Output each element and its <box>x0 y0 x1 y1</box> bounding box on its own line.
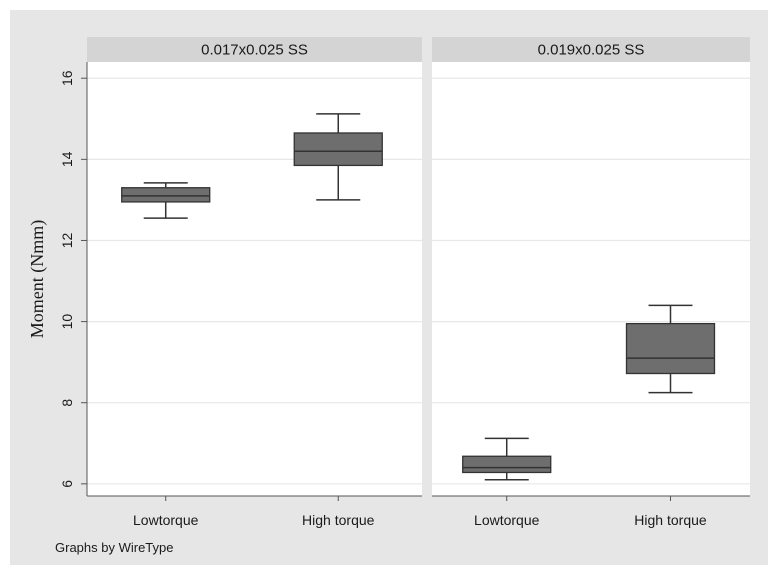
box-1 <box>121 182 211 219</box>
panel-strip <box>432 37 750 62</box>
panel-title: 0.017x0.025 SS <box>201 42 308 59</box>
graph-note: Graphs by WireType <box>55 540 174 555</box>
box-2 <box>625 304 716 394</box>
iqr-box <box>293 132 383 167</box>
panel-strip <box>87 37 422 62</box>
y-tick-label: 14 <box>59 151 75 167</box>
box-2 <box>293 113 383 201</box>
box-1 <box>462 437 552 481</box>
panel-2: 0.019x0.025 SS Lowtorque High torque <box>432 37 750 528</box>
panel-title: 0.019x0.025 SS <box>538 42 645 59</box>
x-tick-label: Lowtorque <box>474 512 540 528</box>
x-tick-label: High torque <box>634 512 707 528</box>
x-tick-label: High torque <box>302 512 375 528</box>
plot-area <box>432 62 750 496</box>
plot-area <box>87 62 422 496</box>
y-tick-label: 8 <box>59 399 75 407</box>
panel-1: 0.017x0.025 SS Lowtorque High torque <box>87 37 422 528</box>
y-tick-label: 16 <box>59 70 75 86</box>
y-tick-label: 12 <box>59 232 75 248</box>
iqr-box <box>121 187 211 203</box>
y-tick-label: 6 <box>59 480 75 488</box>
y-axis-title: Moment (Nmm) <box>27 220 48 339</box>
x-tick-label: Lowtorque <box>133 512 199 528</box>
iqr-box <box>462 455 552 474</box>
y-tick-label: 10 <box>59 314 75 330</box>
iqr-box <box>625 322 716 375</box>
